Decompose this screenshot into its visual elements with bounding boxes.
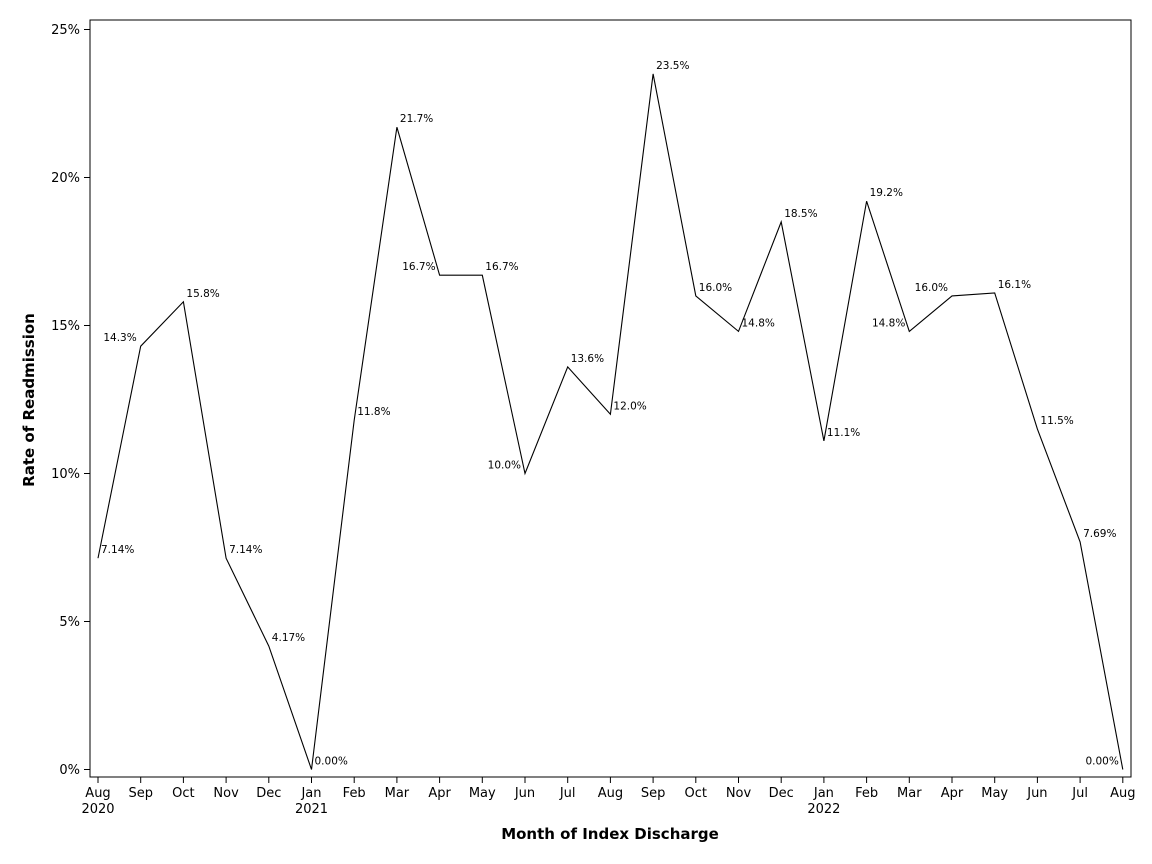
data-label: 11.1% [827,427,860,439]
data-label: 18.5% [784,208,817,220]
data-label: 12.0% [613,400,646,412]
data-label: 16.0% [915,282,948,294]
data-label: 15.8% [186,288,219,300]
data-label: 7.14% [229,544,262,556]
x-tick-label: Sep [641,786,666,801]
x-tick-label: Jun [514,786,535,801]
data-label: 13.6% [571,353,604,365]
y-tick-label: 10% [51,467,80,482]
y-tick-label: 5% [59,615,80,630]
x-tick-label: Dec [256,786,281,801]
data-label: 14.8% [742,317,775,329]
data-label: 7.69% [1083,528,1116,540]
x-tick-label: Mar [385,786,410,801]
plot-frame [89,19,1132,778]
data-label: 21.7% [400,113,433,125]
x-tick-label: Oct [685,786,707,801]
data-label: 10.0% [488,460,521,472]
data-label: 11.5% [1040,415,1073,427]
x-tick-label: Nov [726,786,752,801]
x-tick-label: Feb [343,786,366,801]
y-tick-label: 0% [59,763,80,778]
data-label: 19.2% [870,187,903,199]
x-tick-label: Sep [128,786,153,801]
data-label: 16.7% [485,261,518,273]
x-tick-label: Jul [1071,786,1088,801]
x-tick-label: Jan [813,786,834,801]
readmission-rate-line [97,73,1124,770]
data-label: 11.8% [357,406,390,418]
data-label: 7.14% [101,544,134,556]
data-label: 14.8% [872,317,905,329]
x-tick-label: Feb [855,786,878,801]
data-labels: 7.14% 14.3% 15.8% 7.14% 4.17% 0.00% 11.8% 21.7%… [101,60,1119,768]
data-label: 4.17% [272,632,305,644]
x-tick-label: May [469,786,496,801]
data-label: 14.3% [103,332,136,344]
x-tick-label: Mar [897,786,922,801]
x-tick-label: Apr [428,786,451,801]
data-label: 0.00% [1085,756,1118,768]
data-label: 0.00% [315,756,348,768]
data-label: 23.5% [656,60,689,72]
y-axis-title: Rate of Readmission [20,313,38,487]
data-label: 16.1% [998,279,1031,291]
x-tick-label: Apr [941,786,964,801]
y-tick-label: 20% [51,171,80,186]
data-label: 16.0% [699,282,732,294]
x-tick-year-label: 2022 [807,802,840,817]
x-tick-label: Jul [559,786,576,801]
x-tick-label: May [981,786,1008,801]
x-tick-label: Aug [85,786,110,801]
data-label: 16.7% [402,261,435,273]
x-tick-label: Aug [598,786,623,801]
y-tick-label: 15% [51,319,80,334]
x-tick-label: Jan [300,786,321,801]
x-tick-year-label: 2021 [295,802,328,817]
x-tick-label: Dec [769,786,794,801]
x-axis-title: Month of Index Discharge [501,825,719,843]
x-tick-label: Jun [1026,786,1047,801]
y-axis: 0% 5% 10% 15% 20% 25% [51,23,90,778]
x-tick-year-label: 2020 [81,802,114,817]
x-tick-label: Aug [1110,786,1135,801]
x-tick-label: Nov [213,786,239,801]
y-tick-label: 25% [51,23,80,38]
x-tick-label: Oct [172,786,194,801]
